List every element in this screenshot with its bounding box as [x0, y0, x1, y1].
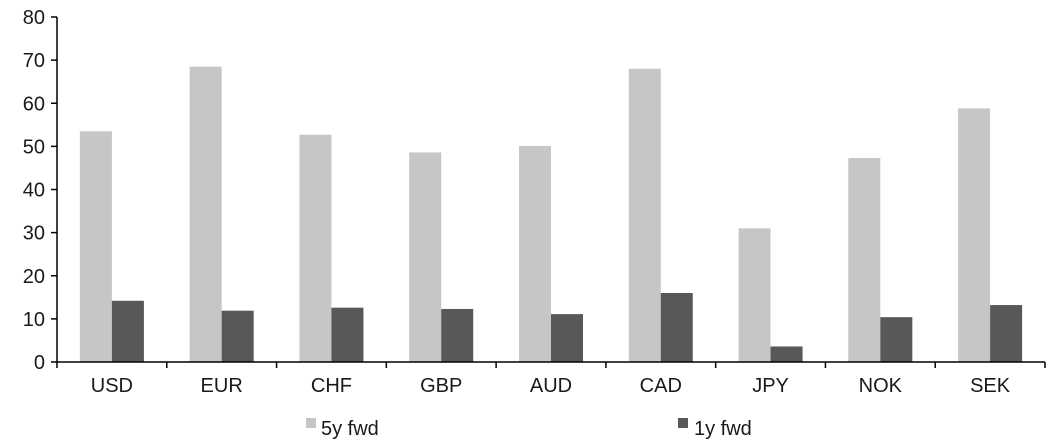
y-tick-label-60: 60: [23, 93, 45, 115]
x-tick-label-usd: USD: [91, 375, 133, 397]
bar-5y-fwd-chf: [299, 134, 332, 362]
bar-1y-fwd-nok: [880, 317, 913, 362]
y-tick-label-0: 0: [34, 352, 45, 374]
bar-1y-fwd-aud: [551, 314, 583, 362]
bar-1y-fwd-chf: [331, 307, 364, 362]
x-tick-label-eur: EUR: [201, 375, 243, 397]
bar-5y-fwd-cad: [628, 68, 661, 362]
y-tick-label-30: 30: [23, 223, 45, 245]
legend: 5y fwd 1y fwd: [306, 418, 752, 440]
legend-swatch-1y-fwd: [678, 418, 688, 428]
bar-1y-fwd-jpy: [770, 346, 803, 362]
bar-5y-fwd-usd: [79, 131, 112, 362]
y-tick-label-40: 40: [23, 180, 45, 202]
bar-5y-fwd-aud: [519, 145, 551, 362]
y-tick-label-20: 20: [23, 266, 45, 288]
y-tick-label-50: 50: [23, 136, 45, 158]
x-axis-ticks: USD EUR CHF GBP AUD CAD JPY NOK SEK: [56, 362, 1046, 397]
legend-label-1y-fwd: 1y fwd: [694, 418, 752, 440]
x-tick-label-nok: NOK: [859, 375, 903, 397]
bar-1y-fwd-usd: [111, 300, 144, 362]
y-tick-label-80: 80: [23, 7, 45, 29]
x-tick-label-chf: CHF: [311, 375, 352, 397]
bar-5y-fwd-jpy: [738, 228, 771, 362]
y-axis-ticks: 0 10 20 30 40 50 60 70 80: [23, 7, 57, 374]
x-tick-label-sek: SEK: [970, 375, 1011, 397]
bars: [79, 66, 1023, 362]
x-tick-label-jpy: JPY: [752, 375, 789, 397]
bar-1y-fwd-gbp: [441, 308, 474, 362]
legend-swatch-5y-fwd: [306, 418, 316, 428]
bar-5y-fwd-sek: [958, 108, 991, 362]
x-tick-label-aud: AUD: [530, 375, 572, 397]
bar-5y-fwd-nok: [848, 158, 881, 362]
x-tick-label-gbp: GBP: [420, 375, 462, 397]
bar-5y-fwd-eur: [189, 66, 222, 362]
y-tick-label-70: 70: [23, 50, 45, 72]
x-tick-label-cad: CAD: [640, 375, 682, 397]
bar-1y-fwd-cad: [660, 293, 693, 362]
bar-1y-fwd-eur: [221, 310, 254, 362]
legend-label-5y-fwd: 5y fwd: [321, 418, 379, 440]
bar-1y-fwd-sek: [990, 305, 1023, 362]
y-tick-label-10: 10: [23, 309, 45, 331]
bar-5y-fwd-gbp: [409, 152, 442, 362]
